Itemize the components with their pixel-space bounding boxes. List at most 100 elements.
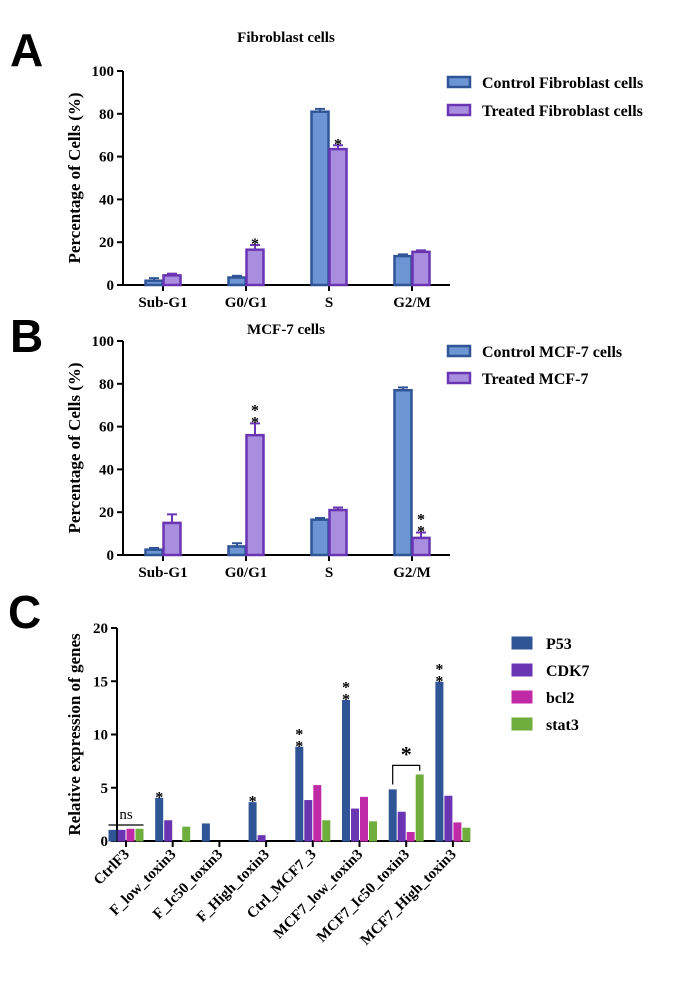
legend-label: Treated MCF-7 xyxy=(482,371,588,388)
chart-panel-3: Relative expression of genes 0 5 10 15 20 Ctrl… xyxy=(65,621,590,949)
y-tick-label: 40 xyxy=(99,462,114,478)
significance-star: * xyxy=(342,679,350,696)
bar-p53-mcf7-low-toxin3 xyxy=(342,699,350,842)
y-tick-label: 100 xyxy=(92,334,115,350)
legend: Control Fibroblast cells Treated Fibrobla… xyxy=(446,75,643,120)
bar-control-fibroblast-cells-g0-g1 xyxy=(227,276,247,287)
bar-treated-mcf-7-s xyxy=(328,508,348,557)
y-tick-label: 0 xyxy=(107,548,115,564)
y-tick-label: 60 xyxy=(99,150,114,166)
bar-stat3-ctrlf3 xyxy=(135,828,144,842)
bar-stat3-mcf7-ic50-toxin3 xyxy=(415,774,424,842)
y-tick-label: 0 xyxy=(107,278,115,294)
x-tick-label: S xyxy=(325,295,333,311)
bar-cdk7-mcf7-ic50-toxin3 xyxy=(397,811,406,842)
bar-stat3-mcf7-low-toxin3 xyxy=(369,821,377,842)
panel-letter-a: A xyxy=(10,24,43,76)
bar-treated-fibroblast-cells-s xyxy=(328,147,348,287)
panel-letter-c: C xyxy=(8,586,41,638)
legend-swatch xyxy=(511,717,533,731)
legend-swatch xyxy=(511,663,533,677)
chart-panel-2: MCF-7 cells Percentage of Cells (%) 0 20 40 6… xyxy=(65,322,622,581)
bar-p53-ctrl-mcf7-3 xyxy=(295,746,304,842)
y-tick-label: 60 xyxy=(99,420,114,436)
bar-treated-mcf-7-g0-g1 xyxy=(245,433,265,557)
x-tick-label: G2/M xyxy=(393,565,431,581)
y-axis-title: Relative expression of genes xyxy=(65,633,84,836)
x-tick-label: CtrlF3 xyxy=(91,847,133,889)
y-tick-label: 40 xyxy=(99,192,114,208)
bar-control-mcf-7-cells-sub-g1 xyxy=(144,548,164,557)
significance-star: * xyxy=(251,402,259,419)
x-tick-label: MCF7_low_toxin3 xyxy=(271,847,367,943)
significance-star: * xyxy=(417,512,425,529)
bar-cdk7-mcf7-low-toxin3 xyxy=(351,808,359,842)
bar-p53-f-ic50-toxin3 xyxy=(201,823,210,842)
chart-title: MCF-7 cells xyxy=(247,322,325,338)
x-tick-label: Sub-G1 xyxy=(138,295,187,311)
bar-cdk7-f-low-toxin3 xyxy=(164,820,173,842)
y-tick-label: 80 xyxy=(99,377,114,393)
x-tick-label: Sub-G1 xyxy=(138,565,187,581)
significance-star: * xyxy=(155,789,163,806)
y-tick-label: 100 xyxy=(92,64,115,80)
legend-swatch xyxy=(446,103,472,117)
bar-control-mcf-7-cells-g0-g1 xyxy=(227,545,247,557)
y-axis-title: Percentage of Cells (%) xyxy=(65,362,84,533)
legend-label: Treated Fibroblast cells xyxy=(482,103,643,120)
bar-treated-fibroblast-cells-g0-g1 xyxy=(245,248,265,287)
ns-label: ns xyxy=(119,807,133,823)
panel-letter-b: B xyxy=(10,310,43,362)
y-tick-label: 20 xyxy=(99,235,114,251)
legend-label: Control MCF-7 cells xyxy=(482,344,622,361)
bar-treated-fibroblast-cells-g2-m xyxy=(411,250,431,287)
legend-label: CDK7 xyxy=(546,663,590,680)
significance-star: * xyxy=(435,661,443,678)
y-tick-label: 15 xyxy=(93,674,108,690)
bar-bcl2-mcf7-low-toxin3 xyxy=(360,796,368,842)
bar-control-fibroblast-cells-s xyxy=(310,110,330,287)
y-tick-label: 0 xyxy=(101,834,109,850)
y-axis-title: Percentage of Cells (%) xyxy=(65,92,84,263)
bar-cdk7-f-high-toxin3 xyxy=(257,835,266,842)
bar-control-mcf-7-cells-s xyxy=(310,518,330,557)
bar-bcl2-mcf7-ic50-toxin3 xyxy=(406,831,415,842)
significance-star: * xyxy=(334,136,342,153)
bar-cdk7-ctrlf3 xyxy=(117,829,126,842)
significance-star: * xyxy=(295,738,303,755)
bar-cdk7-ctrl-mcf7-3 xyxy=(304,800,313,842)
legend-label: P53 xyxy=(546,636,572,653)
x-tick-label: G0/G1 xyxy=(225,295,268,311)
x-tick-label: G2/M xyxy=(393,295,431,311)
significance-star: * xyxy=(342,691,350,708)
bar-stat3-ctrl-mcf7-3 xyxy=(322,820,331,842)
bar-bcl2-ctrl-mcf7-3 xyxy=(313,785,322,842)
significance-star: * xyxy=(435,673,443,690)
significance-star: * xyxy=(251,414,259,431)
bar-p53-mcf7-ic50-toxin3 xyxy=(388,789,397,842)
bar-stat3-f-low-toxin3 xyxy=(182,826,191,842)
comparison-bracket xyxy=(392,764,421,785)
significance-star: * xyxy=(295,726,303,743)
bar-p53-mcf7-high-toxin3 xyxy=(435,681,444,842)
comparison-star: * xyxy=(401,741,412,766)
legend-label: Control Fibroblast cells xyxy=(482,75,643,92)
bar-cdk7-mcf7-high-toxin3 xyxy=(444,795,453,842)
bar-control-mcf-7-cells-g2-m xyxy=(393,388,413,557)
bar-control-fibroblast-cells-g2-m xyxy=(393,254,413,287)
y-tick-label: 5 xyxy=(101,781,109,797)
bar-treated-mcf-7-sub-g1 xyxy=(162,521,182,557)
y-tick-label: 80 xyxy=(99,107,114,123)
x-tick-label: G0/G1 xyxy=(225,565,268,581)
legend-swatch xyxy=(446,75,472,89)
y-tick-label: 10 xyxy=(93,728,108,744)
bar-treated-fibroblast-cells-sub-g1 xyxy=(162,274,182,287)
legend-swatch xyxy=(511,636,533,650)
bar-p53-f-low-toxin3 xyxy=(155,797,164,842)
bar-bcl2-mcf7-high-toxin3 xyxy=(453,822,462,842)
y-tick-label: 20 xyxy=(99,505,114,521)
legend-label: bcl2 xyxy=(546,690,574,707)
legend-swatch xyxy=(446,344,472,358)
significance-star: * xyxy=(417,524,425,541)
